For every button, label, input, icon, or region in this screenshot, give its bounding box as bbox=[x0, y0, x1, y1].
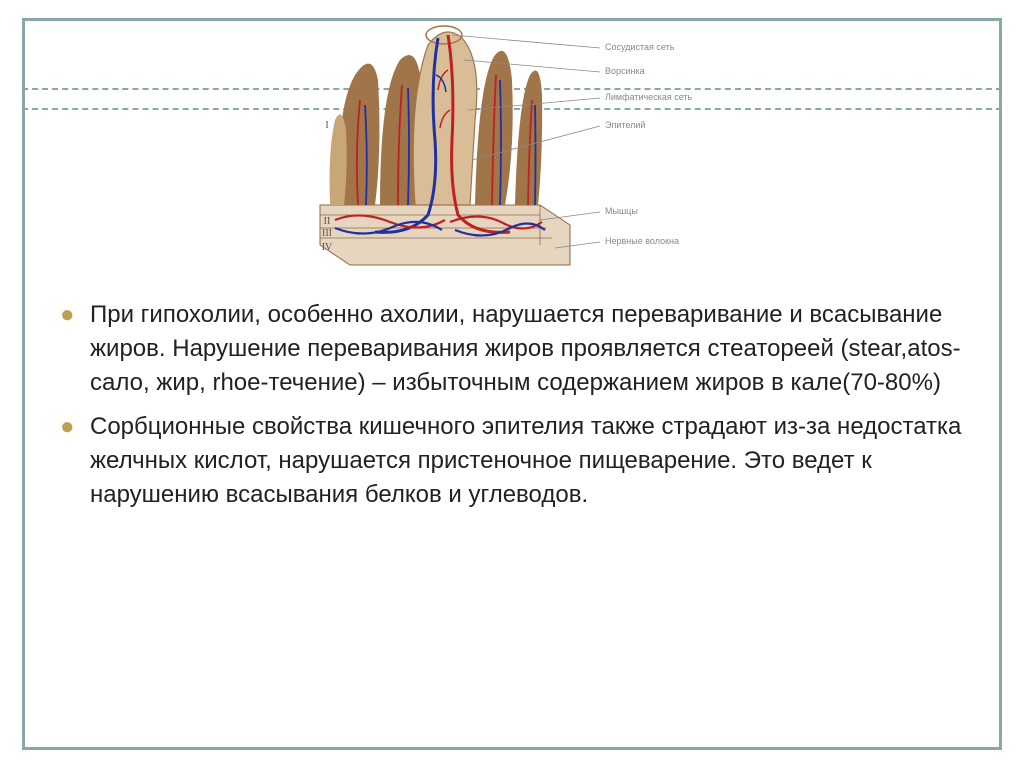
bullet-marker-icon: ● bbox=[60, 410, 90, 512]
label-epithelium: Эпителий bbox=[605, 120, 645, 130]
bullet-text: Сорбционные свойства кишечного эпителия … bbox=[90, 410, 964, 512]
layer-2: II bbox=[324, 216, 331, 227]
bullet-marker-icon: ● bbox=[60, 298, 90, 400]
bullet-item: ● Сорбционные свойства кишечного эпители… bbox=[60, 410, 964, 512]
label-nerve: Нервные волокна bbox=[605, 236, 679, 246]
layer-1: I bbox=[325, 120, 328, 131]
villi-diagram: Сосудистая сеть Ворсинка Лимфатическая с… bbox=[280, 20, 720, 280]
content-area: ● При гипохолии, особенно ахолии, наруша… bbox=[60, 298, 964, 522]
label-vascular: Сосудистая сеть bbox=[605, 42, 675, 52]
label-villus: Ворсинка bbox=[605, 66, 645, 76]
layer-3: III bbox=[322, 228, 332, 239]
layer-4: IV bbox=[322, 242, 333, 253]
label-muscles: Мышцы bbox=[605, 206, 638, 216]
bullet-item: ● При гипохолии, особенно ахолии, наруша… bbox=[60, 298, 964, 400]
label-lymphatic: Лимфатическая сеть bbox=[605, 92, 693, 102]
bullet-text: При гипохолии, особенно ахолии, нарушает… bbox=[90, 298, 964, 400]
